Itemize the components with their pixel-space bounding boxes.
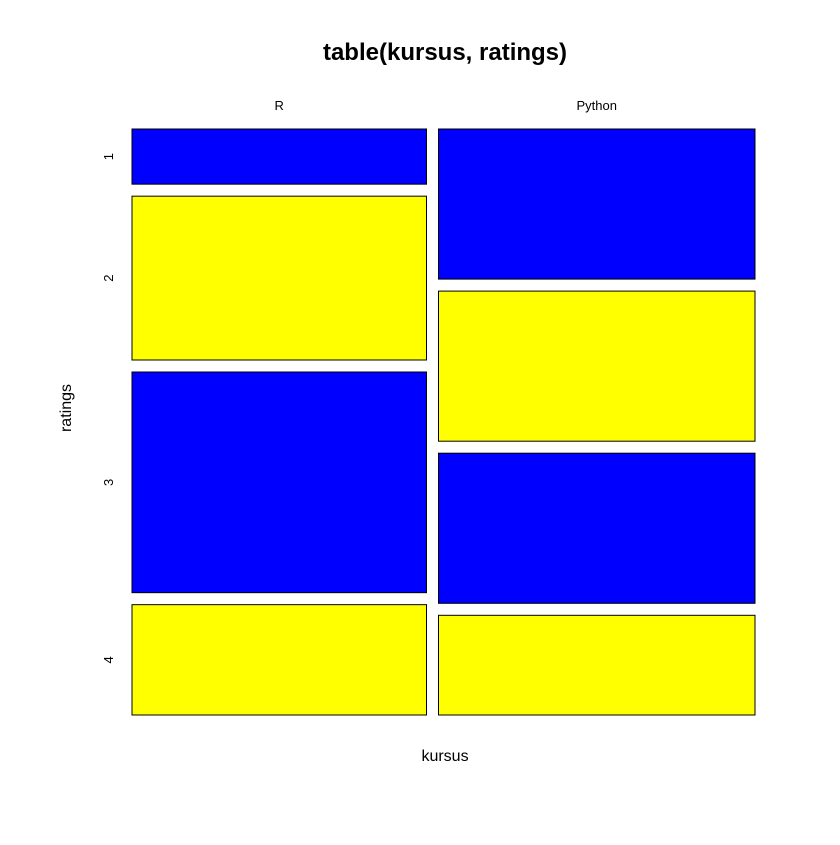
tile-r-rating-2 xyxy=(131,195,427,361)
tile-python-rating-2 xyxy=(438,290,756,442)
y-axis-label: ratings xyxy=(58,384,75,432)
tile-r-rating-1 xyxy=(131,128,427,185)
row-label-1: 1 xyxy=(101,153,116,160)
tile-python-rating-1 xyxy=(438,128,756,280)
tile-python-rating-3 xyxy=(438,452,756,604)
row-label-3: 3 xyxy=(101,479,116,486)
column-labels: R Python xyxy=(275,98,617,113)
x-axis-label: kursus xyxy=(421,748,468,765)
mosaic-tiles xyxy=(131,128,756,716)
row-label-4: 4 xyxy=(101,656,116,663)
row-label-2: 2 xyxy=(101,274,116,281)
tile-r-rating-3 xyxy=(131,371,427,594)
column-label-r: R xyxy=(275,98,284,113)
tile-python-rating-4 xyxy=(438,614,756,716)
chart-title: table(kursus, ratings) xyxy=(323,39,567,66)
row-labels: 1 2 3 4 xyxy=(101,153,116,663)
tile-r-rating-4 xyxy=(131,604,427,716)
column-label-python: Python xyxy=(577,98,617,113)
